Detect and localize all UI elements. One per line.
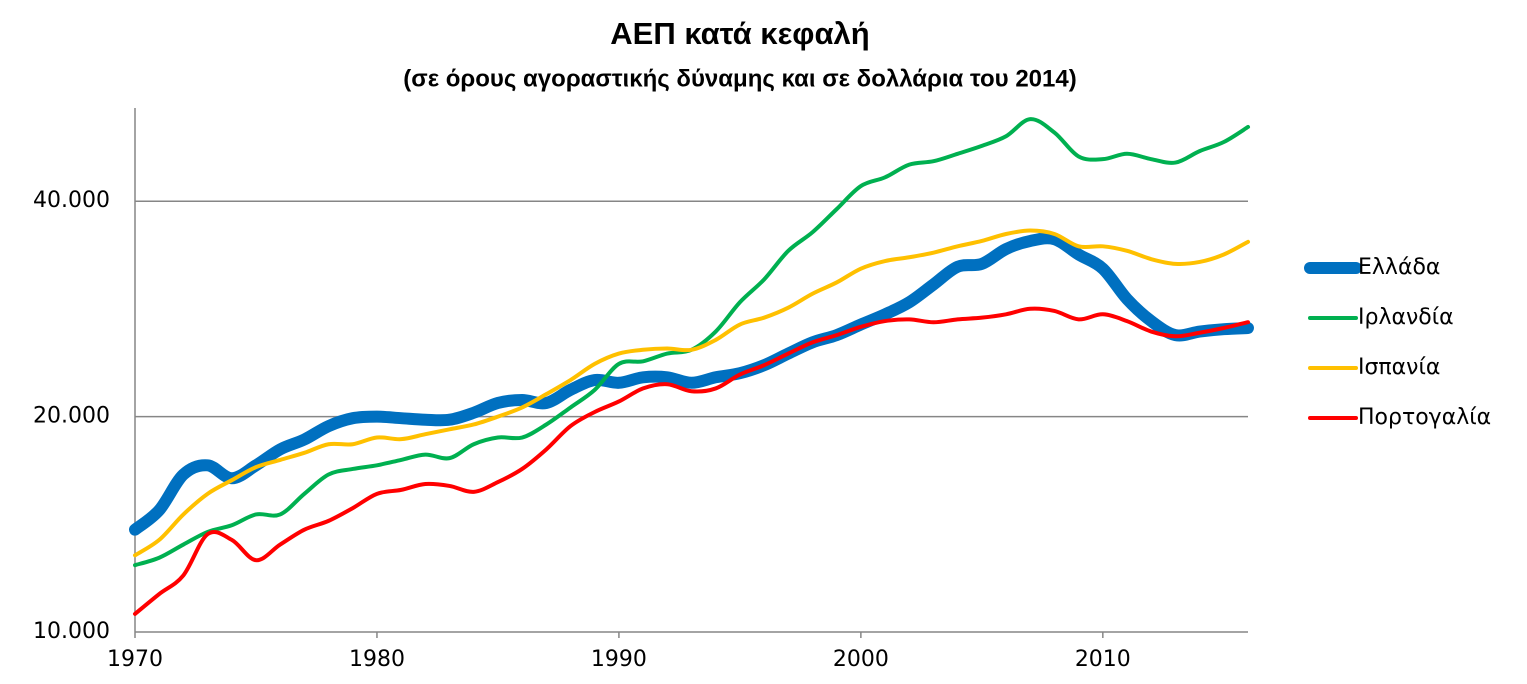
legend-label: Ελλάδα xyxy=(1358,255,1440,280)
x-tick-label: 2000 xyxy=(833,647,889,672)
series-line xyxy=(133,117,1250,568)
x-tick-label: 1990 xyxy=(591,647,647,672)
legend-label: Ισπανία xyxy=(1358,355,1440,380)
series-line xyxy=(133,228,1250,558)
x-tick-label: 2010 xyxy=(1075,647,1131,672)
y-tick-label: 40.000 xyxy=(33,188,110,213)
chart-title: ΑΕΠ κατά κεφαλή xyxy=(610,16,869,51)
series-line xyxy=(129,232,1254,536)
legend-label: Πορτογαλία xyxy=(1358,405,1491,430)
series-line xyxy=(133,306,1250,616)
x-tick-label: 1970 xyxy=(107,647,163,672)
chart-subtitle: (σε όρους αγοραστικής δύναμης και σε δολ… xyxy=(403,65,1076,92)
legend-label: Ιρλανδία xyxy=(1358,305,1454,330)
y-tick-label: 10.000 xyxy=(33,619,110,644)
x-tick-label: 1980 xyxy=(349,647,405,672)
y-tick-label: 20.000 xyxy=(33,404,110,429)
